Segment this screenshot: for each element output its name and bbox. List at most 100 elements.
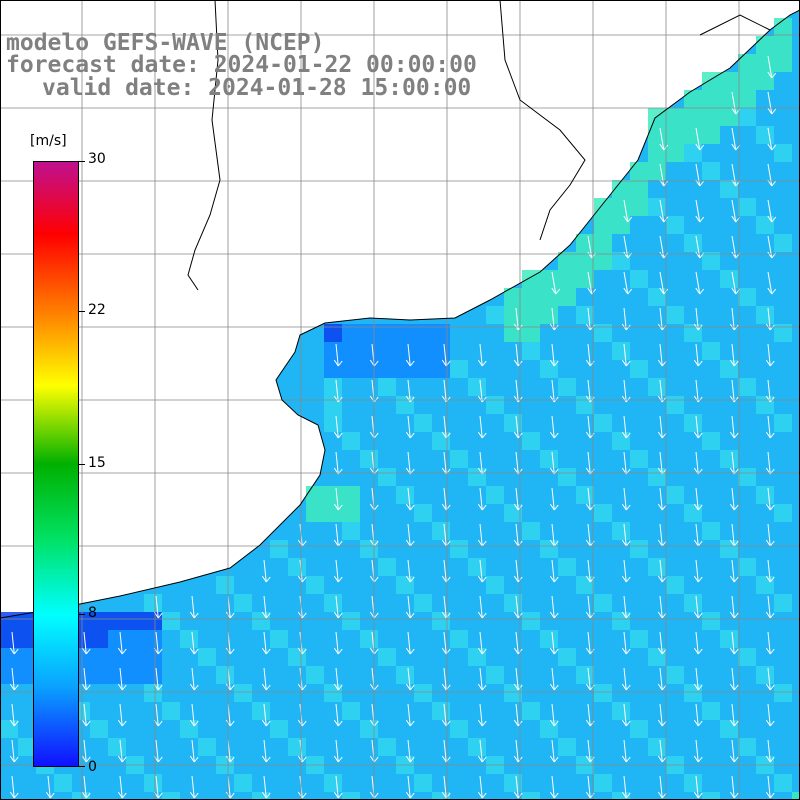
ocean-cell xyxy=(594,684,612,702)
ocean-cell xyxy=(756,36,774,54)
wind-arrow xyxy=(477,415,487,439)
ocean-cell xyxy=(666,576,684,594)
wind-arrow xyxy=(693,379,703,403)
ocean-cell xyxy=(702,792,720,800)
ocean-cell xyxy=(756,306,774,324)
ocean-cell xyxy=(576,252,594,270)
ocean-cell xyxy=(90,666,108,684)
ocean-cell xyxy=(774,684,792,702)
ocean-cell xyxy=(648,738,666,756)
ocean-cell xyxy=(666,108,684,126)
ocean-cell xyxy=(414,594,432,612)
wind-arrow xyxy=(333,379,343,403)
wind-arrow xyxy=(585,739,595,763)
wind-arrow xyxy=(693,739,703,763)
ocean-cell xyxy=(486,576,504,594)
ocean-cell xyxy=(180,630,198,648)
ocean-cell xyxy=(594,198,612,216)
ocean-cell xyxy=(630,540,648,558)
ocean-cell xyxy=(630,162,648,180)
colorbar-label-30: 30 xyxy=(88,151,106,167)
ocean-cell xyxy=(144,648,162,666)
wind-arrow xyxy=(189,595,199,619)
ocean-cell xyxy=(270,630,288,648)
ocean-cell xyxy=(342,360,360,378)
ocean-cell xyxy=(324,396,342,414)
ocean-cell xyxy=(666,216,684,234)
wind-arrow xyxy=(765,667,775,691)
ocean-cell xyxy=(522,270,540,288)
ocean-cell xyxy=(648,288,666,306)
wind-arrow xyxy=(117,775,127,799)
ocean-cell xyxy=(450,540,468,558)
ocean-cell xyxy=(378,648,396,666)
ocean-cell xyxy=(144,630,162,648)
wind-arrow xyxy=(333,523,343,547)
wind-arrow xyxy=(621,631,631,655)
ocean-cell xyxy=(468,378,486,396)
ocean-cell xyxy=(324,684,342,702)
ocean-cell xyxy=(468,558,486,576)
ocean-cell xyxy=(360,450,378,468)
ocean-cell xyxy=(360,360,378,378)
ocean-cell xyxy=(702,612,720,630)
wind-arrow xyxy=(621,703,631,727)
wind-arrow xyxy=(9,667,19,691)
wind-arrow xyxy=(333,667,343,691)
wind-arrow xyxy=(117,667,127,691)
wind-arrow xyxy=(729,631,739,655)
ocean-cell xyxy=(720,90,738,108)
wind-arrow xyxy=(551,271,561,295)
ocean-cell xyxy=(774,594,792,612)
ocean-cell xyxy=(702,162,720,180)
ocean-cell xyxy=(720,450,738,468)
ocean-cell xyxy=(594,216,612,234)
wind-arrow xyxy=(729,739,739,763)
ocean-cell xyxy=(648,198,666,216)
wind-arrow xyxy=(765,415,775,439)
ocean-cell xyxy=(558,288,576,306)
ocean-cell xyxy=(630,360,648,378)
wind-arrow xyxy=(657,487,667,511)
wind-arrow xyxy=(657,739,667,763)
ocean-cell xyxy=(414,684,432,702)
ocean-cell xyxy=(630,180,648,198)
ocean-cell xyxy=(90,720,108,738)
ocean-cell xyxy=(108,666,126,684)
wind-arrow xyxy=(189,703,199,727)
ocean-cell xyxy=(738,288,756,306)
wind-arrow xyxy=(333,595,343,619)
colorbar-tick xyxy=(79,161,85,162)
ocean-cell xyxy=(756,666,774,684)
ocean-cell xyxy=(90,612,108,630)
wind-arrow xyxy=(693,775,703,799)
wind-arrow xyxy=(261,667,271,691)
ocean-cell xyxy=(648,162,666,180)
wind-arrow xyxy=(657,631,667,655)
ocean-cell xyxy=(108,648,126,666)
ocean-cell xyxy=(702,72,720,90)
ocean-cell xyxy=(594,594,612,612)
wind-arrow xyxy=(765,559,775,583)
wind-arrow xyxy=(9,703,19,727)
ocean-cell xyxy=(504,306,522,324)
wind-arrow xyxy=(621,343,631,367)
wind-arrow xyxy=(729,523,739,547)
ocean-cell xyxy=(774,414,792,432)
ocean-cell xyxy=(450,630,468,648)
ocean-cell xyxy=(468,468,486,486)
colorbar-label-15: 15 xyxy=(88,455,106,471)
ocean-cell xyxy=(108,612,126,630)
wind-arrow xyxy=(405,667,415,691)
wind-arrow xyxy=(657,775,667,799)
ocean-cell xyxy=(234,594,252,612)
wind-arrow xyxy=(693,667,703,691)
wind-arrow xyxy=(477,595,487,619)
ocean-cell xyxy=(576,666,594,684)
ocean-cell xyxy=(72,792,90,800)
wind-arrow xyxy=(765,595,775,619)
ocean-cell xyxy=(774,324,792,342)
ocean-cell xyxy=(738,198,756,216)
wind-arrow xyxy=(477,379,487,403)
ocean-cell xyxy=(252,792,270,800)
